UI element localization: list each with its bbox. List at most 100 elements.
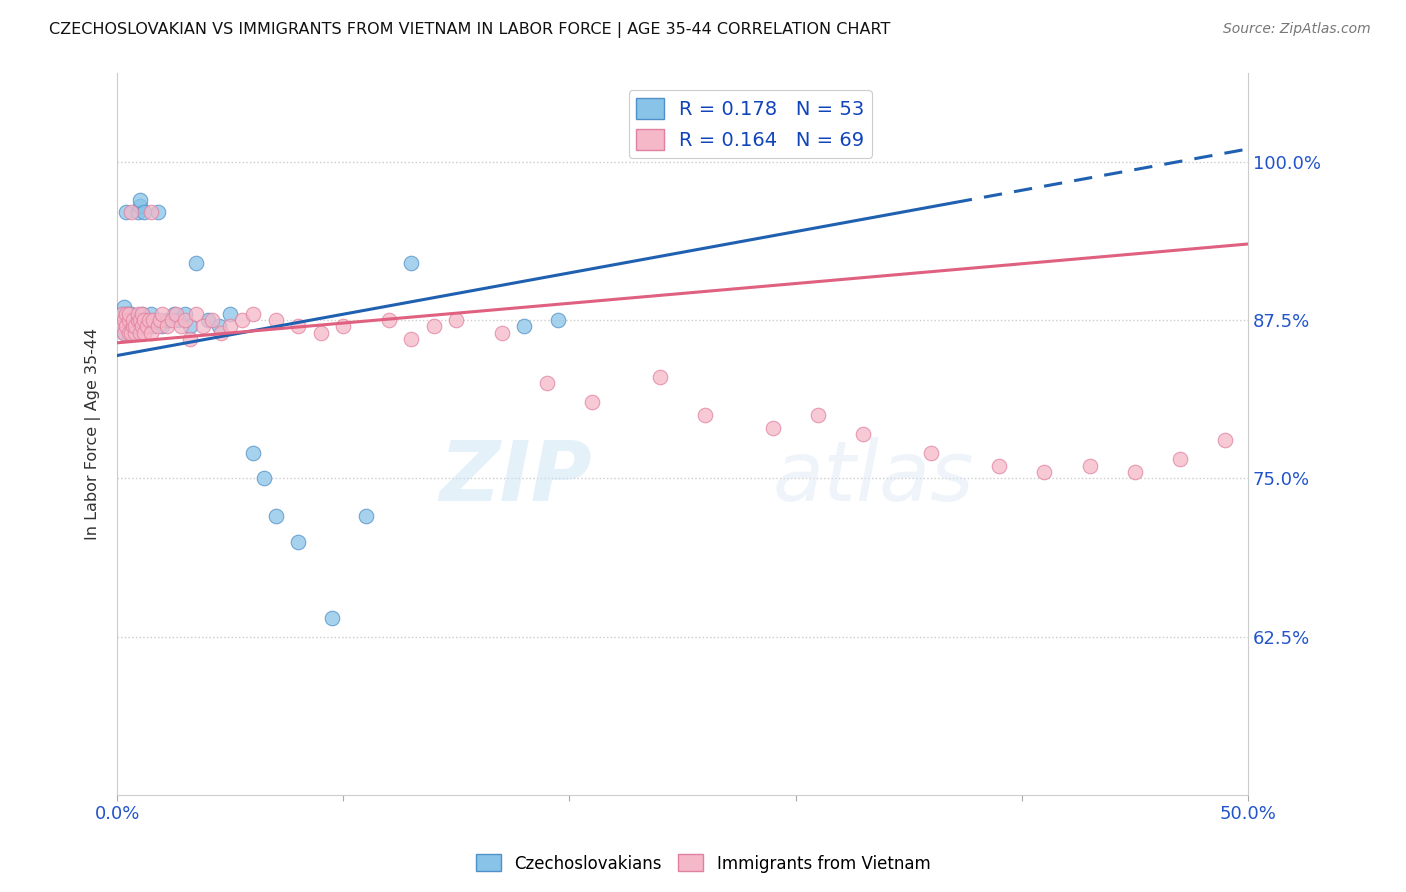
Point xyxy=(134,319,156,334)
Point xyxy=(131,319,153,334)
Legend: R = 0.178   N = 53, R = 0.164   N = 69: R = 0.178 N = 53, R = 0.164 N = 69 xyxy=(628,90,872,158)
Point xyxy=(174,313,197,327)
Point xyxy=(1033,465,1056,479)
Point xyxy=(128,193,150,207)
Point xyxy=(581,395,603,409)
Point xyxy=(138,313,160,327)
Point xyxy=(134,205,156,219)
Text: atlas: atlas xyxy=(773,437,974,518)
Point xyxy=(122,319,145,334)
Point xyxy=(122,313,145,327)
Point xyxy=(920,446,942,460)
Point xyxy=(120,307,142,321)
Point xyxy=(287,534,309,549)
Point xyxy=(399,332,422,346)
Point xyxy=(117,307,139,321)
Point xyxy=(152,307,174,321)
Point xyxy=(142,313,165,327)
Point xyxy=(156,319,179,334)
Point xyxy=(122,319,145,334)
Point xyxy=(446,313,468,327)
Point xyxy=(163,307,186,321)
Point xyxy=(124,319,146,334)
Point xyxy=(547,313,569,327)
Point xyxy=(231,313,253,327)
Point xyxy=(1168,452,1191,467)
Point xyxy=(134,326,156,340)
Point xyxy=(695,408,717,422)
Text: Source: ZipAtlas.com: Source: ZipAtlas.com xyxy=(1223,22,1371,37)
Point xyxy=(146,205,169,219)
Point xyxy=(115,307,138,321)
Point xyxy=(160,313,183,327)
Point xyxy=(321,610,343,624)
Point xyxy=(115,319,138,334)
Text: ZIP: ZIP xyxy=(440,437,592,518)
Point xyxy=(167,313,190,327)
Point xyxy=(179,332,201,346)
Point xyxy=(354,509,377,524)
Point xyxy=(209,326,232,340)
Point xyxy=(120,326,142,340)
Point xyxy=(111,319,134,334)
Point xyxy=(120,205,142,219)
Y-axis label: In Labor Force | Age 35-44: In Labor Force | Age 35-44 xyxy=(86,328,101,540)
Point xyxy=(122,313,145,327)
Point xyxy=(124,326,146,340)
Point xyxy=(852,427,875,442)
Point xyxy=(127,313,149,327)
Point xyxy=(423,319,446,334)
Point xyxy=(135,313,157,327)
Point xyxy=(117,313,139,327)
Point xyxy=(120,319,142,334)
Point xyxy=(127,205,149,219)
Point xyxy=(149,313,172,327)
Point xyxy=(513,319,536,334)
Point xyxy=(141,326,163,340)
Point xyxy=(193,319,215,334)
Point xyxy=(111,307,134,321)
Point xyxy=(111,307,134,321)
Point xyxy=(1078,458,1101,473)
Point xyxy=(219,319,242,334)
Point xyxy=(208,319,231,334)
Point xyxy=(131,307,153,321)
Point xyxy=(108,313,131,327)
Point xyxy=(146,319,169,334)
Point xyxy=(242,446,264,460)
Point xyxy=(112,326,135,340)
Point xyxy=(115,319,138,334)
Point xyxy=(186,307,208,321)
Point xyxy=(135,319,157,334)
Point xyxy=(108,313,131,327)
Point xyxy=(988,458,1011,473)
Point xyxy=(141,205,163,219)
Point xyxy=(111,319,134,334)
Point xyxy=(117,313,139,327)
Point xyxy=(165,307,187,321)
Point xyxy=(219,307,242,321)
Point xyxy=(648,370,671,384)
Point xyxy=(491,326,513,340)
Point xyxy=(169,319,191,334)
Point xyxy=(197,313,219,327)
Point xyxy=(117,307,139,321)
Point xyxy=(131,307,153,321)
Point xyxy=(287,319,309,334)
Point xyxy=(112,326,135,340)
Point xyxy=(762,420,785,434)
Point xyxy=(309,326,332,340)
Point xyxy=(120,326,142,340)
Point xyxy=(1213,434,1236,448)
Point xyxy=(131,313,153,327)
Point xyxy=(377,313,399,327)
Point xyxy=(128,313,150,327)
Point xyxy=(536,376,558,391)
Point xyxy=(128,199,150,213)
Point xyxy=(115,205,138,219)
Point xyxy=(807,408,830,422)
Point xyxy=(127,313,149,327)
Point xyxy=(128,326,150,340)
Point xyxy=(186,256,208,270)
Point xyxy=(399,256,422,270)
